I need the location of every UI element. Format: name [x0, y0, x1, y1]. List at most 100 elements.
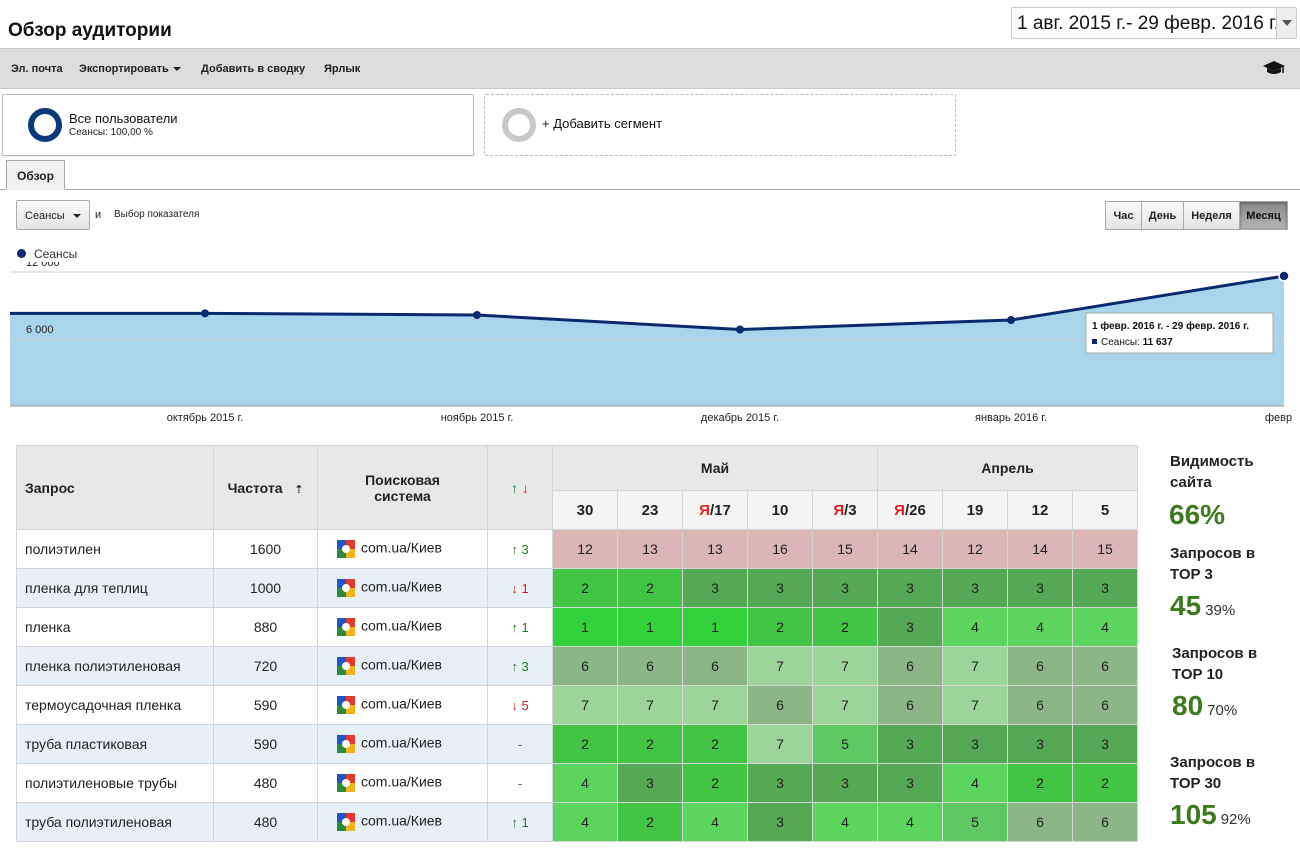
yandex-update-mark: Я — [699, 501, 710, 519]
position-change-cell: - — [487, 763, 553, 803]
query-cell: пленка для теплиц — [16, 568, 214, 608]
position-cell: 6 — [682, 646, 748, 686]
header-change[interactable]: ↑ ↓ — [487, 445, 553, 530]
chevron-down-icon[interactable] — [1276, 8, 1296, 38]
position-change-value: 3 — [521, 658, 529, 674]
position-cell: 16 — [747, 529, 813, 569]
engine-cell: com.ua/Киев — [317, 529, 488, 569]
top3-label-line2: TOP 3 — [1170, 566, 1213, 583]
and-label: и — [95, 209, 102, 221]
engine-label: com.ua/Киев — [361, 656, 442, 673]
top30-label-line2: TOP 30 — [1170, 775, 1222, 792]
position-cell: 4 — [942, 763, 1008, 803]
rankings-table: Запрос Частота ⇡ Поисковая система ↑ ↓ М… — [16, 445, 1138, 842]
top30-value: 105 92% — [1170, 799, 1251, 831]
header-query[interactable]: Запрос — [16, 445, 214, 530]
query-cell: полиэтиленовые трубы — [16, 763, 214, 803]
email-button[interactable]: Эл. почта — [11, 63, 63, 75]
x-tick-label: январь 2016 г. — [975, 412, 1047, 424]
yandex-update-mark: Я — [833, 501, 845, 519]
legend-dot-icon — [17, 249, 26, 258]
shortcut-button[interactable]: Ярлык — [324, 63, 361, 75]
position-cell: 3 — [942, 568, 1008, 608]
period-hour-button[interactable]: Час — [1105, 201, 1142, 230]
segment-all-users[interactable]: Все пользователи Сеансы: 100,00 % — [2, 94, 474, 156]
tab-overview[interactable]: Обзор — [6, 160, 65, 190]
search-engine-icon — [337, 696, 355, 714]
position-cell: 14 — [877, 529, 943, 569]
engine-cell: com.ua/Киев — [317, 607, 488, 647]
arrow-up-icon: ↑ — [511, 658, 522, 674]
header-frequency[interactable]: Частота ⇡ — [213, 445, 318, 530]
data-point — [1007, 316, 1015, 325]
engine-label: com.ua/Киев — [361, 773, 442, 790]
select-metric-link[interactable]: Выбор показателя — [114, 209, 200, 220]
position-cell: 2 — [617, 802, 683, 842]
position-cell: 3 — [747, 568, 813, 608]
position-cell: 3 — [617, 763, 683, 803]
position-cell: 7 — [942, 685, 1008, 725]
tooltip-series-marker — [1092, 339, 1097, 344]
position-cell: 4 — [552, 802, 618, 842]
export-button[interactable]: Экспортировать — [79, 63, 181, 75]
position-cell: 3 — [1072, 724, 1138, 764]
chart-tooltip — [1085, 312, 1274, 354]
position-cell: 2 — [682, 763, 748, 803]
period-week-button[interactable]: Неделя — [1183, 201, 1240, 230]
graduation-cap-icon[interactable] — [1262, 59, 1286, 77]
period-day-button[interactable]: День — [1141, 201, 1184, 230]
add-to-dashboard-button[interactable]: Добавить в сводку — [201, 63, 306, 75]
x-tick-label: октябрь 2015 г. — [167, 412, 244, 424]
position-cell: 4 — [877, 802, 943, 842]
segment-ring-icon — [28, 108, 62, 142]
position-cell: 6 — [1072, 685, 1138, 725]
search-engine-icon — [337, 813, 355, 831]
frequency-cell: 590 — [213, 724, 318, 764]
position-change-value: - — [517, 736, 523, 752]
position-cell: 4 — [1007, 607, 1073, 647]
data-point — [201, 309, 209, 318]
sort-icon[interactable]: ⇡ — [294, 483, 304, 496]
header-date: 12 — [1007, 490, 1073, 530]
engine-label: com.ua/Киев — [361, 578, 442, 595]
position-cell: 3 — [942, 724, 1008, 764]
position-cell: 13 — [617, 529, 683, 569]
position-cell: 2 — [1072, 763, 1138, 803]
metric-select[interactable]: Сеансы — [16, 200, 90, 230]
header-engine: Поисковая система — [317, 445, 488, 530]
position-cell: 7 — [747, 646, 813, 686]
segment-title: Все пользователи — [69, 111, 178, 126]
position-cell: 3 — [877, 763, 943, 803]
search-engine-icon — [337, 540, 355, 558]
chevron-down-icon — [172, 67, 181, 72]
add-segment-button[interactable]: + Добавить сегмент — [484, 94, 956, 156]
table-row: полиэтиленовые трубы 480 com.ua/Киев -4 3 2 3 3… — [16, 763, 1138, 803]
top30-percent: 92% — [1220, 811, 1251, 828]
position-cell: 3 — [1072, 568, 1138, 608]
position-cell: 4 — [682, 802, 748, 842]
position-cell: 5 — [942, 802, 1008, 842]
frequency-cell: 1000 — [213, 568, 318, 608]
yandex-update-mark: Я — [894, 501, 905, 519]
position-change-cell: - — [487, 724, 553, 764]
frequency-cell: 590 — [213, 685, 318, 725]
top10-label-line2: TOP 10 — [1172, 666, 1224, 683]
date-range-picker[interactable]: 1 авг. 2015 г.- 29 февр. 2016 г. — [1011, 7, 1297, 39]
legend-series-label: Сеансы — [34, 247, 78, 261]
header-month-april: Апрель — [877, 445, 1138, 491]
top3-value: 45 39% — [1170, 590, 1235, 622]
engine-label: com.ua/Киев — [361, 734, 442, 751]
frequency-cell: 720 — [213, 646, 318, 686]
top3-percent: 39% — [1205, 602, 1236, 619]
header-date-label: 5 — [1100, 501, 1110, 519]
period-month-button[interactable]: Месяц — [1239, 201, 1288, 230]
position-cell: 2 — [1007, 763, 1073, 803]
engine-cell: com.ua/Киев — [317, 646, 488, 686]
tooltip-title: 1 февр. 2016 г. - 29 февр. 2016 г. — [1092, 320, 1249, 332]
date-range-label: 1 авг. 2015 г.- 29 февр. 2016 г. — [1017, 13, 1279, 34]
position-cell: 4 — [812, 802, 878, 842]
data-point — [1278, 270, 1290, 282]
position-cell: 13 — [682, 529, 748, 569]
